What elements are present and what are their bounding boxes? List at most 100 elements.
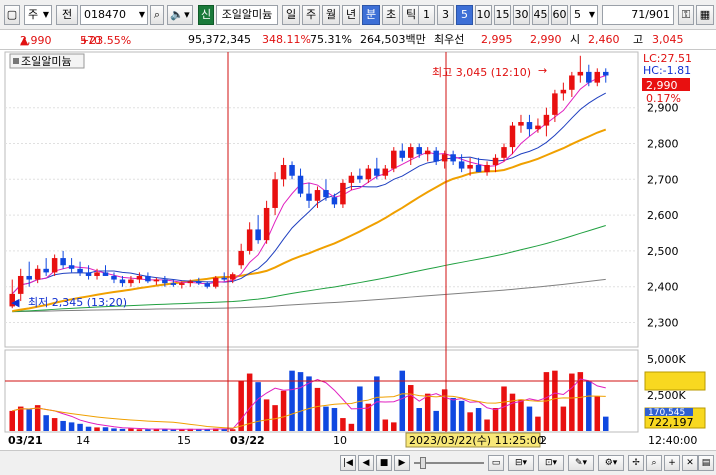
period-button-분[interactable]: 분 xyxy=(362,5,380,25)
volume-bar xyxy=(246,373,253,431)
volume-bar xyxy=(280,390,287,431)
candle-body xyxy=(399,150,406,158)
candle-body xyxy=(543,114,550,126)
scroll-first-icon[interactable]: |◀ xyxy=(340,455,356,471)
volume-bar xyxy=(306,376,312,431)
volume-tick-label: 5,000K xyxy=(647,353,686,366)
candle-body xyxy=(603,71,609,76)
tools-icon[interactable]: ✎▾ xyxy=(568,455,594,471)
candle-body xyxy=(43,268,49,273)
volume-bar xyxy=(467,412,473,431)
interval-button-10[interactable]: 10 xyxy=(475,5,492,25)
volume-bar xyxy=(136,429,143,431)
crosshair-icon[interactable]: ✢ xyxy=(628,455,644,471)
scroll-prev-icon[interactable]: ◀ xyxy=(358,455,374,471)
stop-icon[interactable]: ■ xyxy=(376,455,392,471)
candle-body xyxy=(475,164,482,173)
speaker-icon[interactable]: 🔈▾ xyxy=(167,5,193,25)
candle-body xyxy=(17,275,24,294)
custom-interval-select[interactable]: 5 ▼ xyxy=(570,5,598,25)
indicator-icon[interactable]: ⊡▾ xyxy=(538,455,564,471)
candlestick-chart[interactable]: 2,900 2,800 2,700 2,600 2,500 2,400 2,300 5,000… xyxy=(0,50,716,450)
prev-button[interactable]: 전 xyxy=(56,5,78,25)
volume-tag2: 722,197 xyxy=(648,416,694,429)
candle-body xyxy=(179,283,185,285)
expand-icon[interactable]: ▤ xyxy=(698,455,714,471)
cursor-time-box xyxy=(405,432,541,448)
candles xyxy=(9,55,609,309)
interval-button-15[interactable]: 15 xyxy=(494,5,511,25)
candle-body xyxy=(77,268,83,273)
ma120-line xyxy=(12,278,606,313)
lock-icon[interactable]: ⚿ xyxy=(678,5,694,25)
volume-bar xyxy=(391,422,397,431)
candle-body xyxy=(535,125,541,130)
market-select[interactable]: 주 ▼ xyxy=(24,5,52,25)
candle-body xyxy=(170,283,177,285)
volume-bar xyxy=(569,373,575,431)
x-tick-label: 03/21 xyxy=(8,434,43,447)
chevron-down-icon: ▼ xyxy=(588,10,595,19)
stock-name: 조일알미늄 xyxy=(216,5,278,25)
x-tick-label: 15 xyxy=(177,434,191,447)
chart-type-icon[interactable]: ⊟▾ xyxy=(508,455,534,471)
volume-bar xyxy=(153,428,160,431)
interval-button-45[interactable]: 45 xyxy=(532,5,549,25)
volume-bar xyxy=(399,370,406,431)
chevron-down-icon: ▼ xyxy=(138,10,145,19)
close-icon[interactable]: ✕ xyxy=(682,455,698,471)
best-ask: 2,995 xyxy=(481,33,513,46)
candle-body xyxy=(357,175,363,180)
volume-tag-yellow xyxy=(644,371,706,391)
interval-button-5[interactable]: 5 xyxy=(456,5,473,25)
volume-bar xyxy=(492,408,499,431)
scroll-next-icon[interactable]: ▶ xyxy=(394,455,410,471)
volume-bar xyxy=(323,406,329,431)
price-axis: 2,900 2,800 2,700 2,600 2,500 2,400 2,300 5,000… xyxy=(647,102,686,402)
volume-bar xyxy=(560,406,567,431)
candle-body xyxy=(263,207,270,241)
low-arrow-icon: ◀ xyxy=(11,296,20,309)
volume-bar xyxy=(272,405,278,431)
zoom-out-icon[interactable]: ▭ xyxy=(488,455,504,471)
candle-body xyxy=(492,157,499,165)
period-button-월[interactable]: 월 xyxy=(322,5,340,25)
volume-bar xyxy=(43,415,49,431)
candle-body xyxy=(26,275,32,280)
interval-button-1[interactable]: 1 xyxy=(418,5,435,25)
volume-bar xyxy=(340,418,346,431)
volume-bar xyxy=(17,406,24,431)
settings-icon[interactable]: ⚙▾ xyxy=(598,455,624,471)
zoom-slider[interactable] xyxy=(414,462,484,464)
interval-button-30[interactable]: 30 xyxy=(513,5,530,25)
volume-value: 95,372,345 xyxy=(188,33,251,46)
low-marker: 최저 2,345 (13:20) xyxy=(28,296,127,309)
volume-bar xyxy=(365,403,372,431)
grid-icon[interactable]: ▦ xyxy=(696,5,714,25)
search-icon[interactable]: ⌕ xyxy=(150,5,164,25)
period-button-년[interactable]: 년 xyxy=(342,5,360,25)
volume-bar xyxy=(374,376,380,431)
period-button-초[interactable]: 초 xyxy=(382,5,400,25)
scroll-bar: |◀ ◀ ■ ▶ ▭ ⊟▾ ⊡▾ ✎▾ ⚙▾ ✢ ⌕ + ✕ ▤ xyxy=(0,450,716,475)
volume-bar xyxy=(433,410,439,431)
interval-button-3[interactable]: 3 xyxy=(437,5,454,25)
count-field[interactable]: 71/901 xyxy=(602,5,674,25)
candle-body xyxy=(246,229,253,251)
candle-body xyxy=(68,265,75,269)
period-button-주[interactable]: 주 xyxy=(302,5,320,25)
window-menu-icon[interactable]: ▢ xyxy=(4,5,20,25)
zoom-slider-thumb[interactable] xyxy=(420,457,426,469)
candle-body xyxy=(280,164,287,180)
candle-body xyxy=(94,272,100,276)
high-marker: 최고 3,045 (12:10) xyxy=(432,66,531,79)
search-zoom-icon[interactable]: ⌕ xyxy=(646,455,662,471)
code-input[interactable]: 018470 ▼ xyxy=(80,5,148,25)
volume-ratio: 348.11% xyxy=(262,33,311,46)
volume-bar xyxy=(77,423,83,431)
chart-area[interactable]: 2,900 2,800 2,700 2,600 2,500 2,400 2,300 5,000… xyxy=(0,50,716,450)
plus-icon[interactable]: + xyxy=(664,455,680,471)
period-button-일[interactable]: 일 xyxy=(282,5,300,25)
price-tick-label: 2,600 xyxy=(647,209,679,222)
interval-button-60[interactable]: 60 xyxy=(551,5,568,25)
